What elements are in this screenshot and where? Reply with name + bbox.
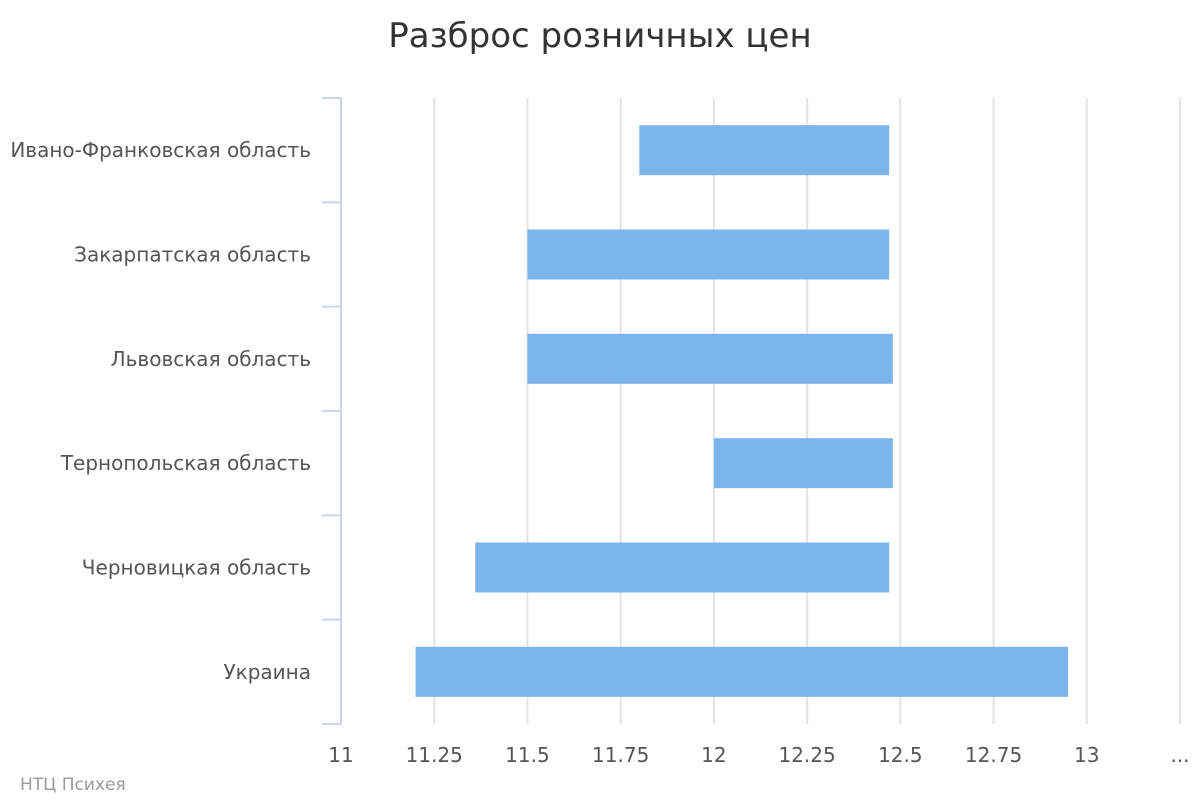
x-tick-label: 12.5 bbox=[878, 743, 923, 767]
x-tick-labels: 11 11.25 11.5 11.75 12 12.25 12.5 12.75 13... bbox=[328, 743, 1189, 767]
x-tick-label: 11.5 bbox=[505, 743, 550, 767]
category-label: Львовская область bbox=[111, 347, 311, 371]
x-tick-label: 12.75 bbox=[965, 743, 1022, 767]
x-tick-label: 11 bbox=[328, 743, 353, 767]
x-tick-label: 11.75 bbox=[592, 743, 649, 767]
x-tick-label: ... bbox=[1170, 743, 1189, 767]
credits-text: НТЦ Психея bbox=[20, 775, 126, 795]
chart-title: Разброс розничных цен bbox=[388, 16, 811, 56]
x-tick-label: 11.25 bbox=[406, 743, 463, 767]
range-bar[interactable] bbox=[527, 333, 893, 384]
x-tick-label: 13 bbox=[1074, 743, 1099, 767]
bars bbox=[415, 125, 1069, 697]
category-axis bbox=[322, 97, 342, 725]
category-label: Украина bbox=[223, 660, 311, 684]
x-tick-label: 12.25 bbox=[778, 743, 835, 767]
category-labels: Ивано-Франковская область Закарпатская об… bbox=[10, 138, 311, 684]
range-bar[interactable] bbox=[639, 125, 890, 176]
x-tick-label: 12 bbox=[701, 743, 726, 767]
category-label: Черновицкая область bbox=[82, 556, 311, 580]
range-bar[interactable] bbox=[527, 229, 890, 280]
range-bar[interactable] bbox=[475, 542, 890, 593]
category-label: Ивано-Франковская область bbox=[10, 138, 311, 162]
range-bar[interactable] bbox=[713, 438, 893, 489]
category-label: Тернопольская область bbox=[60, 451, 311, 475]
grid-lines bbox=[433, 98, 1181, 724]
category-label: Закарпатская область bbox=[74, 243, 311, 267]
range-bar[interactable] bbox=[415, 646, 1069, 697]
